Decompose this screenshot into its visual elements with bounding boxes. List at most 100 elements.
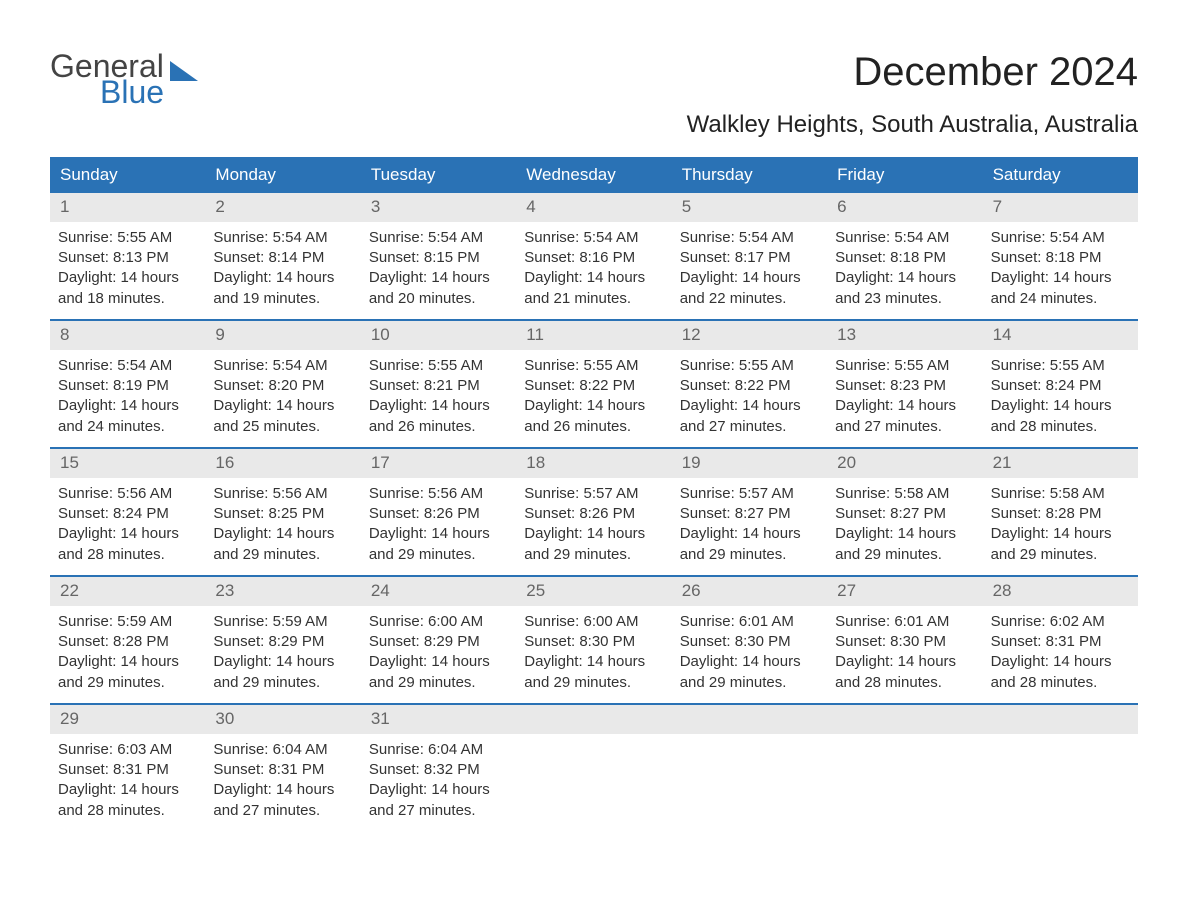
sunrise-line: Sunrise: 6:04 AM [369,740,508,760]
daylight-line-1: Daylight: 14 hours [524,652,663,672]
calendar: Sunday Monday Tuesday Wednesday Thursday… [50,157,1138,831]
day-number [827,705,982,734]
sunrise-line: Sunrise: 5:55 AM [991,356,1130,376]
daylight-line-2: and 29 minutes. [369,545,508,565]
daylight-line-2: and 28 minutes. [835,673,974,693]
day-number: 17 [361,449,516,478]
sunrise-line: Sunrise: 5:59 AM [58,612,197,632]
daylight-line-1: Daylight: 14 hours [835,268,974,288]
location-subtitle: Walkley Heights, South Australia, Austra… [687,111,1138,139]
calendar-day-cell: 8Sunrise: 5:54 AMSunset: 8:19 PMDaylight… [50,321,205,447]
calendar-day-cell: 30Sunrise: 6:04 AMSunset: 8:31 PMDayligh… [205,705,360,831]
calendar-day-cell: 6 Sunrise: 5:54 AMSunset: 8:18 PMDaylight… [827,193,982,319]
weekday-header-row: Sunday Monday Tuesday Wednesday Thursday… [50,157,1138,193]
sunset-line: Sunset: 8:28 PM [991,504,1130,524]
sunrise-line: Sunrise: 5:58 AM [991,484,1130,504]
day-number: 3 [361,193,516,222]
weekday-header: Saturday [983,157,1138,193]
day-number: 24 [361,577,516,606]
daylight-line-2: and 29 minutes. [213,673,352,693]
calendar-day-cell: 4Sunrise: 5:54 AMSunset: 8:16 PMDaylight… [516,193,671,319]
calendar-day-cell: 26Sunrise: 6:01 AMSunset: 8:30 PMDayligh… [672,577,827,703]
sunset-line: Sunset: 8:22 PM [524,376,663,396]
sunset-line: Sunset: 8:26 PM [524,504,663,524]
day-number [516,705,671,734]
weekday-header: Sunday [50,157,205,193]
calendar-day-cell: 22Sunrise: 5:59 AMSunset: 8:28 PMDayligh… [50,577,205,703]
title-block: December 2024 Walkley Heights, South Aus… [687,50,1138,139]
sunrise-line: Sunrise: 5:54 AM [524,228,663,248]
daylight-line-1: Daylight: 14 hours [369,780,508,800]
calendar-day-cell: 20Sunrise: 5:58 AMSunset: 8:27 PMDayligh… [827,449,982,575]
sunset-line: Sunset: 8:18 PM [991,248,1130,268]
day-number: 6 [827,193,982,222]
calendar-day-cell: 25Sunrise: 6:00 AMSunset: 8:30 PMDayligh… [516,577,671,703]
daylight-line-2: and 21 minutes. [524,289,663,309]
sunrise-line: Sunrise: 5:54 AM [835,228,974,248]
calendar-week: 8Sunrise: 5:54 AMSunset: 8:19 PMDaylight… [50,319,1138,447]
daylight-line-2: and 23 minutes. [835,289,974,309]
daylight-line-2: and 25 minutes. [213,417,352,437]
sunset-line: Sunset: 8:15 PM [369,248,508,268]
weekday-header: Friday [827,157,982,193]
sunset-line: Sunset: 8:18 PM [835,248,974,268]
daylight-line-1: Daylight: 14 hours [213,652,352,672]
calendar-day-cell: 7Sunrise: 5:54 AMSunset: 8:18 PMDaylight… [983,193,1138,319]
day-number: 31 [361,705,516,734]
daylight-line-1: Daylight: 14 hours [369,652,508,672]
calendar-day-cell [672,705,827,831]
daylight-line-2: and 29 minutes. [58,673,197,693]
calendar-week: 22Sunrise: 5:59 AMSunset: 8:28 PMDayligh… [50,575,1138,703]
day-number: 8 [50,321,205,350]
sunrise-line: Sunrise: 5:54 AM [369,228,508,248]
daylight-line-1: Daylight: 14 hours [991,396,1130,416]
daylight-line-1: Daylight: 14 hours [369,524,508,544]
sunrise-line: Sunrise: 5:54 AM [680,228,819,248]
day-number: 13 [827,321,982,350]
sunset-line: Sunset: 8:25 PM [213,504,352,524]
sunrise-line: Sunrise: 5:56 AM [58,484,197,504]
sunrise-line: Sunrise: 5:54 AM [213,228,352,248]
sunrise-line: Sunrise: 5:59 AM [213,612,352,632]
daylight-line-1: Daylight: 14 hours [369,396,508,416]
daylight-line-1: Daylight: 14 hours [213,524,352,544]
day-number: 5 [672,193,827,222]
daylight-line-1: Daylight: 14 hours [58,652,197,672]
daylight-line-2: and 27 minutes. [680,417,819,437]
day-number: 10 [361,321,516,350]
sunrise-line: Sunrise: 5:55 AM [680,356,819,376]
daylight-line-2: and 28 minutes. [991,673,1130,693]
sunset-line: Sunset: 8:28 PM [58,632,197,652]
day-number: 25 [516,577,671,606]
daylight-line-1: Daylight: 14 hours [58,780,197,800]
sunrise-line: Sunrise: 5:57 AM [680,484,819,504]
daylight-line-2: and 27 minutes. [835,417,974,437]
sunset-line: Sunset: 8:29 PM [369,632,508,652]
sunrise-line: Sunrise: 5:54 AM [58,356,197,376]
brand-logo: General Blue [50,50,198,108]
daylight-line-1: Daylight: 14 hours [991,524,1130,544]
sunrise-line: Sunrise: 6:01 AM [835,612,974,632]
calendar-week: 29Sunrise: 6:03 AMSunset: 8:31 PMDayligh… [50,703,1138,831]
calendar-day-cell: 12Sunrise: 5:55 AMSunset: 8:22 PMDayligh… [672,321,827,447]
sunset-line: Sunset: 8:20 PM [213,376,352,396]
daylight-line-2: and 29 minutes. [213,545,352,565]
day-number: 19 [672,449,827,478]
calendar-day-cell: 14Sunrise: 5:55 AMSunset: 8:24 PMDayligh… [983,321,1138,447]
sunrise-line: Sunrise: 5:55 AM [58,228,197,248]
sunset-line: Sunset: 8:14 PM [213,248,352,268]
daylight-line-2: and 29 minutes. [524,673,663,693]
sunset-line: Sunset: 8:26 PM [369,504,508,524]
daylight-line-2: and 27 minutes. [213,801,352,821]
daylight-line-2: and 24 minutes. [58,417,197,437]
calendar-day-cell [827,705,982,831]
sunset-line: Sunset: 8:30 PM [680,632,819,652]
daylight-line-1: Daylight: 14 hours [213,396,352,416]
day-number: 7 [983,193,1138,222]
daylight-line-2: and 24 minutes. [991,289,1130,309]
calendar-day-cell: 24Sunrise: 6:00 AMSunset: 8:29 PMDayligh… [361,577,516,703]
sunset-line: Sunset: 8:17 PM [680,248,819,268]
daylight-line-1: Daylight: 14 hours [680,652,819,672]
calendar-day-cell [516,705,671,831]
daylight-line-1: Daylight: 14 hours [680,524,819,544]
